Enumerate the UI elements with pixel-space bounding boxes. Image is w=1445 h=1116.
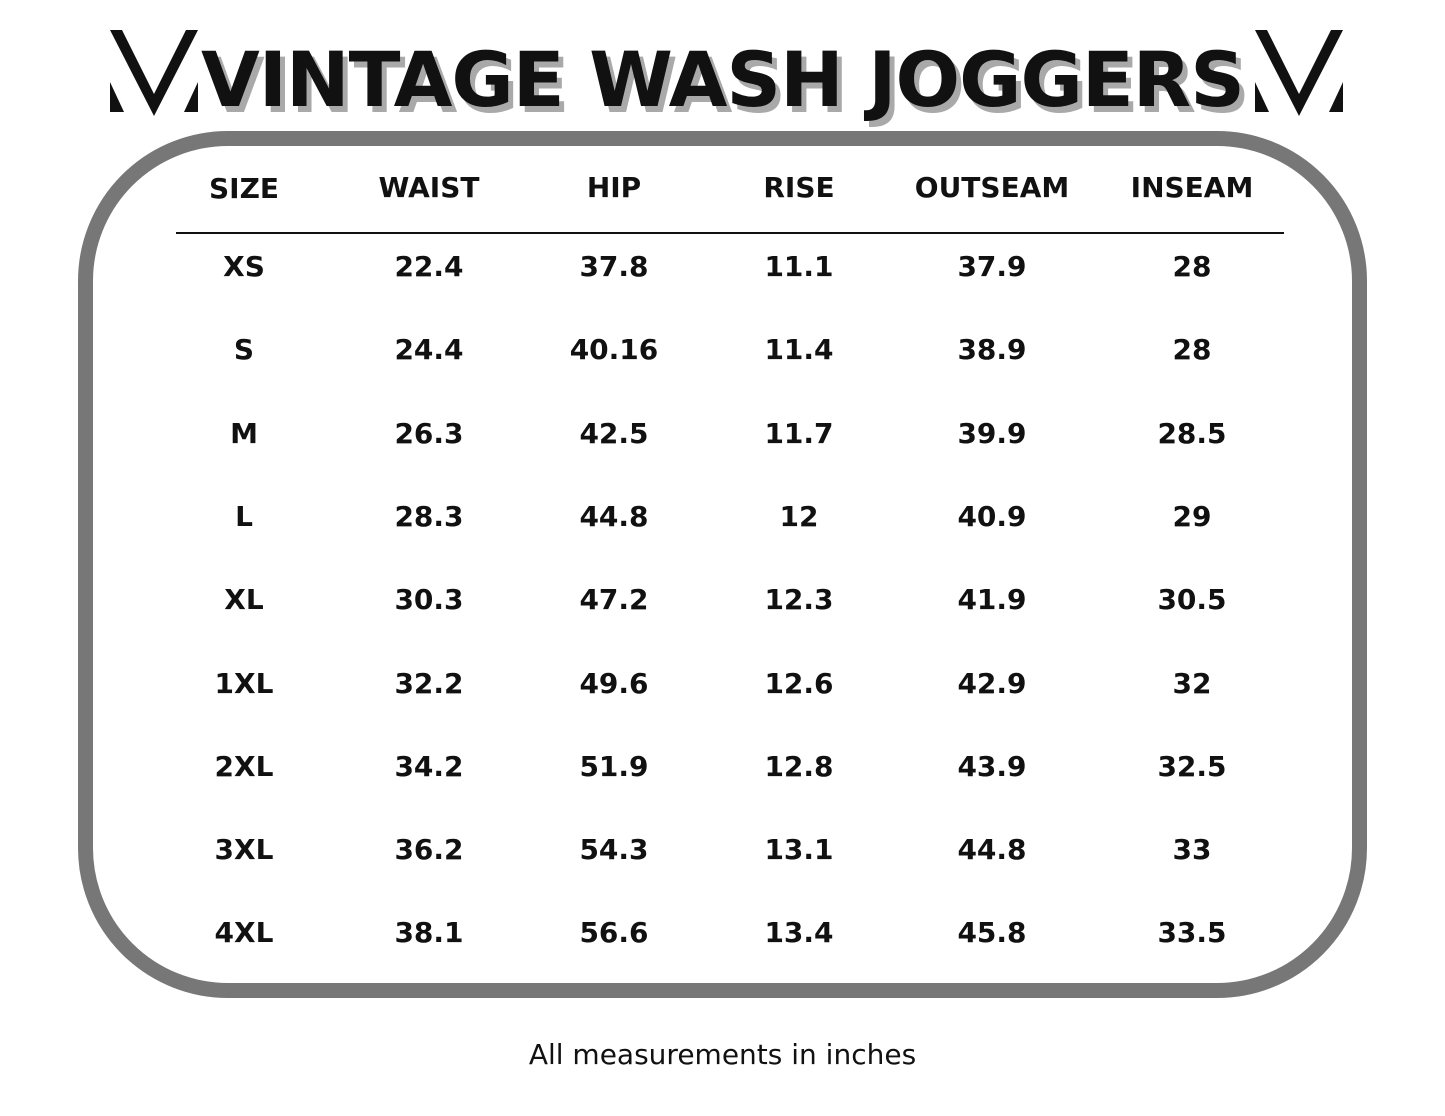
measurement-cell-inseam: 32.5 — [1157, 750, 1227, 783]
measurement-cell-rise: 13.4 — [764, 916, 834, 949]
measurement-cell-inseam: 32 — [1172, 667, 1212, 700]
measurement-cell-hip: 49.6 — [579, 667, 649, 700]
measurement-cell-rise: 11.7 — [764, 417, 834, 450]
size-label-cell: S — [233, 333, 255, 366]
measurement-cell-outseam: 38.9 — [957, 333, 1027, 366]
size-label-cell: 1XL — [214, 667, 274, 700]
measurement-cell-rise: 12.8 — [764, 750, 834, 783]
measurement-cell-rise: 12 — [779, 500, 819, 533]
measurement-cell-waist: 36.2 — [394, 833, 464, 866]
measurement-cell-waist: 24.4 — [394, 333, 464, 366]
measurement-cell-waist: 28.3 — [394, 500, 464, 533]
column-header-size: SIZE — [208, 172, 279, 205]
chevron-v-logo-icon — [1255, 30, 1343, 116]
measurement-cell-hip: 54.3 — [579, 833, 649, 866]
measurement-cell-inseam: 29 — [1172, 500, 1212, 533]
measurement-cell-outseam: 41.9 — [957, 583, 1027, 616]
measurement-cell-outseam: 39.9 — [957, 417, 1027, 450]
measurement-cell-inseam: 28 — [1172, 333, 1212, 366]
measurement-cell-hip: 51.9 — [579, 750, 649, 783]
measurement-cell-inseam: 30.5 — [1157, 583, 1227, 616]
measurement-cell-rise: 13.1 — [764, 833, 834, 866]
measurement-cell-rise: 12.3 — [764, 583, 834, 616]
measurement-cell-waist: 38.1 — [394, 916, 464, 949]
measurement-cell-hip: 42.5 — [579, 417, 649, 450]
size-label-cell: XL — [224, 583, 264, 616]
measurement-cell-inseam: 33.5 — [1157, 916, 1227, 949]
column-header-inseam: INSEAM — [1130, 171, 1254, 204]
measurement-cell-rise: 12.6 — [764, 667, 834, 700]
measurement-cell-waist: 32.2 — [394, 667, 464, 700]
measurement-cell-outseam: 45.8 — [957, 916, 1027, 949]
column-header-hip: HIP — [586, 171, 642, 204]
measurement-cell-hip: 44.8 — [579, 500, 649, 533]
measurement-footnote: All measurements in inches — [528, 1038, 917, 1071]
measurement-cell-waist: 22.4 — [394, 250, 464, 283]
measurement-cell-hip: 56.6 — [579, 916, 649, 949]
measurement-cell-hip: 37.8 — [579, 250, 649, 283]
column-header-outseam: OUTSEAM — [914, 171, 1070, 204]
size-label-cell: 4XL — [214, 916, 274, 949]
measurement-cell-outseam: 42.9 — [957, 667, 1027, 700]
measurement-cell-hip: 47.2 — [579, 583, 649, 616]
measurement-cell-rise: 11.1 — [764, 250, 834, 283]
page-title: VINTAGE WASH JOGGERS — [200, 35, 1245, 124]
measurement-cell-outseam: 37.9 — [957, 250, 1027, 283]
measurement-cell-outseam: 43.9 — [957, 750, 1027, 783]
measurement-cell-inseam: 33 — [1172, 833, 1212, 866]
header-divider — [176, 232, 1284, 234]
size-label-cell: L — [235, 500, 253, 533]
column-header-waist: WAIST — [378, 171, 480, 204]
measurement-cell-waist: 30.3 — [394, 583, 464, 616]
measurement-cell-outseam: 44.8 — [957, 833, 1027, 866]
measurement-cell-waist: 34.2 — [394, 750, 464, 783]
measurement-cell-outseam: 40.9 — [957, 500, 1027, 533]
column-header-rise: RISE — [763, 171, 835, 204]
size-label-cell: 3XL — [214, 833, 274, 866]
page-title-container: VINTAGE WASH JOGGERS — [200, 30, 1245, 130]
measurement-cell-waist: 26.3 — [394, 417, 464, 450]
measurement-cell-inseam: 28 — [1172, 250, 1212, 283]
chevron-v-logo-icon — [110, 30, 198, 116]
measurement-cell-rise: 11.4 — [764, 333, 834, 366]
size-label-cell: XS — [223, 250, 265, 283]
size-chart-frame — [78, 131, 1367, 998]
measurement-cell-inseam: 28.5 — [1157, 417, 1227, 450]
measurement-cell-hip: 40.16 — [569, 333, 659, 366]
size-label-cell: M — [230, 417, 258, 450]
size-label-cell: 2XL — [214, 750, 274, 783]
